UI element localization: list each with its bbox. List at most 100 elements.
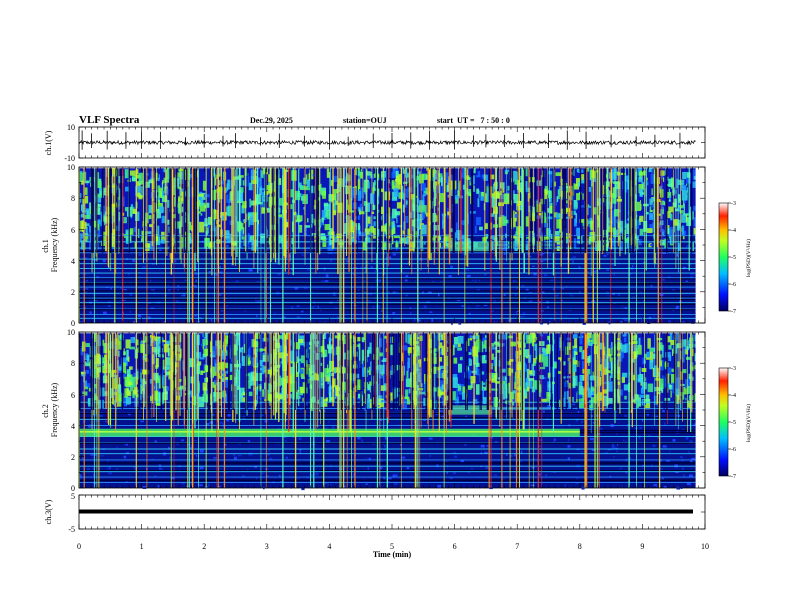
- spec-hiss-cell: [362, 242, 367, 251]
- spec-hiss-cell: [203, 348, 207, 356]
- spec-hiss-cell: [386, 243, 393, 250]
- spec-hiss-cell: [611, 342, 613, 350]
- spec-no-data: [695, 332, 705, 488]
- spec-hiss-cell: [462, 386, 467, 394]
- spec-hiss-cell: [693, 227, 696, 235]
- spec-hiss-cell: [365, 386, 370, 391]
- spec-speckle: [120, 287, 123, 290]
- spec-hiss-cell: [677, 207, 681, 211]
- spec-speckle: [219, 271, 223, 274]
- spec-speckle: [376, 305, 380, 308]
- spec-speckle: [650, 243, 653, 246]
- spec-speckle: [333, 248, 337, 251]
- spec-speckle: [159, 249, 162, 253]
- spec-hiss-cell: [422, 173, 428, 181]
- spec-speckle: [181, 482, 185, 485]
- spec-hiss-cell: [534, 343, 538, 351]
- spec-speckle: [642, 464, 645, 467]
- spec-hiss-cell: [649, 347, 656, 352]
- spec-speckle: [138, 314, 142, 318]
- spec-hiss-cell: [556, 195, 559, 203]
- spec-speckle: [388, 477, 392, 481]
- spec-hiss-cell: [305, 174, 308, 180]
- spec-speckle: [215, 319, 219, 321]
- spec-hiss-cell: [284, 169, 291, 172]
- spec-hiss-cell: [361, 367, 368, 377]
- spec-speckle: [589, 402, 591, 405]
- spec-speckle: [577, 410, 580, 414]
- spec-speckle: [675, 307, 679, 310]
- spec-hiss-cell: [233, 349, 237, 352]
- spec-speckle: [502, 248, 505, 251]
- spec-hiss-cell: [157, 347, 163, 353]
- spec-speckle: [448, 275, 452, 278]
- spec-speckle: [611, 445, 616, 449]
- spec-hiss-cell: [606, 361, 613, 369]
- spec-hiss-cell: [525, 355, 530, 359]
- spec-hiss-cell: [648, 242, 652, 248]
- spec-hiss-cell: [691, 241, 694, 252]
- spec-hiss-cell: [608, 381, 614, 392]
- spec-hiss-cell: [132, 208, 138, 214]
- spec-hiss-cell: [668, 199, 671, 202]
- spec-hiss-cell: [206, 202, 210, 208]
- ch2-colorbar-tick-minus3: -3: [731, 366, 736, 372]
- spec-hiss-cell: [108, 341, 115, 349]
- spec-hiss-cell: [516, 341, 521, 345]
- spec-hiss-cell: [122, 373, 126, 379]
- spec-speckle: [254, 465, 258, 468]
- spec-hiss-cell: [363, 182, 368, 192]
- spec-hiss-cell: [543, 356, 549, 367]
- spec-speckle: [314, 305, 317, 307]
- spec-speckle: [365, 483, 368, 486]
- spec-hiss-cell: [312, 174, 315, 177]
- spec-hiss-cell: [559, 337, 561, 348]
- spec-hiss-cell: [125, 397, 131, 405]
- spec-hiss-cell: [649, 224, 655, 233]
- spec-speckle: [572, 256, 577, 259]
- spec-hiss-cell: [639, 171, 643, 180]
- spec-speckle: [502, 237, 506, 240]
- spec-hiss-cell: [224, 189, 228, 193]
- spec-hiss-cell: [395, 242, 399, 248]
- ch1-spectrogram-panel: 0 2 4 6 8 10 ch.1 Frequency (kHz): [41, 163, 706, 328]
- spec-hiss-cell: [253, 341, 260, 348]
- spec-speckle: [181, 439, 184, 442]
- spec-hiss-cell: [345, 185, 352, 195]
- spec-hiss-cell: [388, 366, 393, 372]
- spec-hiss-cell: [235, 216, 238, 223]
- spec-speckle: [669, 450, 671, 453]
- spec-speckle: [223, 240, 228, 242]
- spec-hiss-cell: [378, 370, 384, 379]
- spec-hiss-cell: [401, 237, 406, 244]
- spec-speckle: [562, 288, 564, 290]
- spec-hiss-cell: [229, 180, 235, 189]
- station-label: station=OUJ: [343, 116, 387, 125]
- spec-hiss-cell: [433, 177, 439, 180]
- spec-hiss-cell: [136, 377, 138, 385]
- spec-speckle: [634, 427, 638, 430]
- spec-hiss-cell: [491, 347, 498, 350]
- spec-hiss-cell: [651, 169, 653, 174]
- spec-hiss-cell: [549, 205, 554, 214]
- spec-hiss-cell: [484, 223, 488, 230]
- spec-speckle: [520, 450, 523, 454]
- spec-hiss-cell: [97, 220, 100, 232]
- spec-hiss-cell: [510, 341, 517, 347]
- spec-hiss-cell: [543, 189, 547, 200]
- spec-hiss-cell: [501, 216, 507, 226]
- spec-hiss-cell: [670, 390, 672, 398]
- spec-hiss-cell: [458, 383, 465, 395]
- spec-hiss-cell: [130, 337, 136, 344]
- spec-hiss-cell: [179, 171, 185, 180]
- ch3-ytick-bottom: -5: [68, 525, 75, 534]
- spec-speckle: [396, 290, 398, 293]
- spec-hiss-cell: [391, 227, 396, 234]
- spec-hiss-cell: [641, 378, 643, 384]
- spec-hiss-cell: [161, 182, 164, 192]
- spec-speckle: [399, 443, 402, 446]
- spec-hiss-cell: [215, 226, 220, 237]
- spec-hiss-cell: [686, 356, 692, 360]
- spec-hiss-cell: [180, 387, 182, 397]
- spec-speckle: [593, 270, 598, 272]
